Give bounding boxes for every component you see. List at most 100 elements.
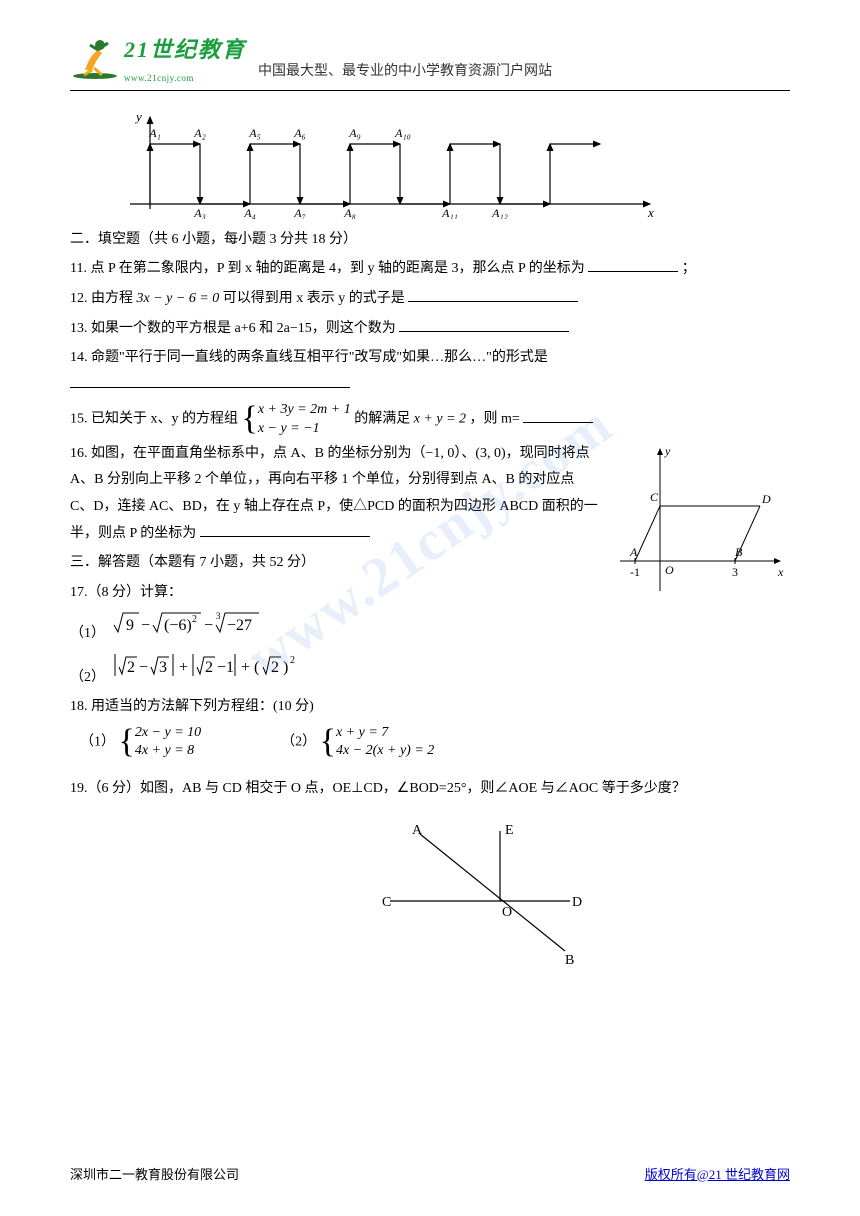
logo-main-text: 21世纪教育 (124, 30, 246, 70)
q14-a: 14. 命题"平行于同一直线的两条直线互相平行"改写成"如果…那么…"的形式是 (70, 350, 548, 365)
pt-a8: A₈ (343, 206, 356, 219)
q17-1-label: （1） (70, 626, 105, 641)
svg-text:(−6): (−6) (164, 617, 192, 634)
q16-blank[interactable] (200, 521, 370, 536)
q14-blank[interactable] (70, 372, 350, 387)
q12-eq: 3x − y − 6 = 0 (137, 291, 220, 306)
pt-a1: A₁ (148, 126, 161, 140)
q17-1: （1） 9 − (−6)2 − 3 −27 (70, 609, 790, 648)
q15-system: { x + 3y = 2m + 1 x − y = −1 (242, 401, 351, 437)
q18-2: （2） { x + y = 7 4x − 2(x + y) = 2 (281, 724, 434, 760)
q15-c: x + y = 2 (414, 412, 466, 427)
logo-text: 21世纪教育 www.21cnjy.com (124, 30, 246, 86)
svg-text:3: 3 (159, 659, 167, 676)
q11-blank[interactable] (588, 257, 678, 272)
q18-1-label: （1） (80, 734, 115, 749)
logo-url-text: www.21cnjy.com (124, 70, 246, 86)
page-header: 21世纪教育 www.21cnjy.com 中国最大型、最专业的中小学教育资源门… (70, 30, 790, 91)
svg-text:−: − (204, 617, 213, 634)
q18-1: （1） { 2x − y = 10 4x + y = 8 (80, 724, 201, 760)
fig16-B: B (735, 545, 743, 559)
q15-a: 15. 已知关于 x、y 的方程组 (70, 412, 238, 427)
fig16-A: A (629, 545, 638, 559)
fig19-A: A (412, 823, 423, 838)
q18-1-eq1: 2x − y = 10 (135, 724, 201, 742)
page-footer: 深圳市二一教育股份有限公司 版权所有@21 世纪教育网 (70, 1163, 790, 1186)
fig19-D: D (572, 895, 582, 910)
pt-a7: A₇ (293, 206, 306, 219)
svg-text:−: − (141, 617, 150, 634)
y-axis-label: y (134, 109, 142, 124)
q18-2-eq1: x + y = 7 (336, 724, 434, 742)
q13-text: 13. 如果一个数的平方根是 a+6 和 2a−15，则这个数为 (70, 321, 396, 336)
fig16-O: O (665, 563, 674, 577)
pt-a2: A₂ (193, 126, 206, 140)
q13: 13. 如果一个数的平方根是 a+6 和 2a−15，则这个数为 (70, 316, 790, 343)
section2-heading: 二．填空题（共 6 小题，每小题 3 分共 18 分） (70, 227, 790, 254)
fig19-E: E (505, 823, 514, 838)
pt-a5: A₅ (248, 126, 261, 140)
svg-text:2: 2 (205, 659, 213, 676)
q12-blank[interactable] (408, 287, 578, 302)
svg-text:2: 2 (271, 659, 279, 676)
pt-a11: A₁₁ (441, 206, 458, 219)
pt-a3: A₃ (193, 206, 206, 219)
stair-path-diagram: y x A₁ A₂ A₃ A₄ A₅ (100, 109, 660, 219)
q17-2-expr: 2 − 3 + 2 −1 + ( 2 )2 (109, 651, 349, 681)
q15-d: ，则 m= (470, 412, 520, 427)
svg-text:): ) (283, 659, 288, 676)
q17-1-expr: 9 − (−6)2 − 3 −27 (109, 609, 269, 637)
pt-a10: A₁₀ (394, 126, 411, 140)
q18-systems: （1） { 2x − y = 10 4x + y = 8 （2） { x + y… (70, 724, 790, 760)
page-content: www.21cnjy.com y x (70, 109, 790, 975)
q11-text: 11. 点 P 在第二象限内，P 到 x 轴的距离是 4，到 y 轴的距离是 3… (70, 261, 585, 276)
q19: 19.（6 分）如图，AB 与 CD 相交于 O 点，OE⊥CD，∠BOD=25… (70, 776, 790, 803)
svg-text:9: 9 (126, 617, 134, 634)
x-axis-label: x (647, 205, 654, 219)
svg-text:−27: −27 (227, 617, 252, 634)
fig16-m1: -1 (630, 565, 640, 579)
q13-blank[interactable] (399, 316, 569, 331)
fig16-C: C (650, 490, 659, 504)
q11: 11. 点 P 在第二象限内，P 到 x 轴的距离是 4，到 y 轴的距离是 3… (70, 256, 790, 283)
pt-a12: A₁₂ (491, 206, 508, 219)
q15: 15. 已知关于 x、y 的方程组 { x + 3y = 2m + 1 x − … (70, 401, 790, 437)
q17-2-label: （2） (70, 670, 105, 685)
q12: 12. 由方程 3x − y − 6 = 0 可以得到用 x 表示 y 的式子是 (70, 286, 790, 313)
svg-text:+ (: + ( (241, 659, 259, 676)
q18: 18. 用适当的方法解下列方程组：(10 分) (70, 694, 790, 721)
footer-copyright-link[interactable]: 版权所有@21 世纪教育网 (645, 1163, 790, 1186)
svg-text:2: 2 (192, 614, 197, 625)
q12-a: 12. 由方程 (70, 291, 133, 306)
q17-2: （2） 2 − 3 + 2 −1 + ( 2 )2 (70, 651, 790, 692)
header-tagline: 中国最大型、最专业的中小学教育资源门户网站 (258, 59, 552, 84)
q15-eq1: x + 3y = 2m + 1 (258, 401, 351, 419)
fig16-y: y (664, 444, 671, 458)
fig19-C: C (382, 895, 391, 910)
pt-a6: A₆ (293, 126, 306, 140)
q11-tail: ； (682, 261, 696, 276)
pt-a4: A₄ (243, 206, 256, 219)
q18-2-eq2: 4x − 2(x + y) = 2 (336, 742, 434, 760)
fig19-O: O (502, 905, 512, 920)
svg-text:−1: −1 (217, 659, 234, 676)
fig16-x: x (777, 565, 784, 579)
fig-q16-coordinate: A B C D O x y -1 3 (610, 441, 790, 596)
fig16-3: 3 (732, 565, 738, 579)
fig-q19-angles: A B C D E O (370, 816, 590, 966)
q14: 14. 命题"平行于同一直线的两条直线互相平行"改写成"如果…那么…"的形式是 (70, 345, 790, 398)
q12-b: 可以得到用 x 表示 y 的式子是 (223, 291, 405, 306)
svg-text:3: 3 (216, 611, 221, 621)
q18-2-label: （2） (281, 734, 316, 749)
footer-company: 深圳市二一教育股份有限公司 (70, 1163, 239, 1186)
q18-1-eq2: 4x + y = 8 (135, 742, 201, 760)
logo: 21世纪教育 www.21cnjy.com (70, 30, 246, 86)
svg-text:+: + (179, 659, 188, 676)
q15-eq2: x − y = −1 (258, 420, 351, 438)
fig19-B: B (565, 953, 574, 966)
q15-blank[interactable] (523, 407, 593, 422)
fig16-D: D (761, 492, 771, 506)
pt-a9: A₉ (348, 126, 361, 140)
svg-text:2: 2 (290, 655, 295, 666)
svg-text:−: − (139, 659, 148, 676)
